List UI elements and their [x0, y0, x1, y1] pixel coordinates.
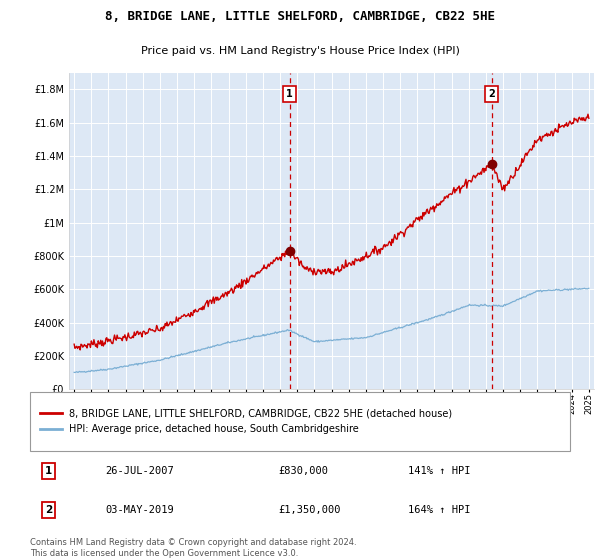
Text: 8, BRIDGE LANE, LITTLE SHELFORD, CAMBRIDGE, CB22 5HE: 8, BRIDGE LANE, LITTLE SHELFORD, CAMBRID… — [105, 11, 495, 24]
Text: 26-JUL-2007: 26-JUL-2007 — [106, 466, 175, 477]
Text: 2: 2 — [488, 88, 495, 99]
Text: 2: 2 — [45, 505, 53, 515]
Text: £830,000: £830,000 — [278, 466, 328, 477]
Text: 164% ↑ HPI: 164% ↑ HPI — [408, 505, 470, 515]
Text: 1: 1 — [286, 88, 293, 99]
Legend: 8, BRIDGE LANE, LITTLE SHELFORD, CAMBRIDGE, CB22 5HE (detached house), HPI: Aver: 8, BRIDGE LANE, LITTLE SHELFORD, CAMBRID… — [40, 409, 452, 434]
Text: 141% ↑ HPI: 141% ↑ HPI — [408, 466, 470, 477]
FancyBboxPatch shape — [30, 392, 570, 451]
Text: £1,350,000: £1,350,000 — [278, 505, 341, 515]
Text: 03-MAY-2019: 03-MAY-2019 — [106, 505, 175, 515]
Text: Contains HM Land Registry data © Crown copyright and database right 2024.
This d: Contains HM Land Registry data © Crown c… — [30, 538, 356, 558]
Text: 1: 1 — [45, 466, 53, 477]
Text: Price paid vs. HM Land Registry's House Price Index (HPI): Price paid vs. HM Land Registry's House … — [140, 45, 460, 55]
